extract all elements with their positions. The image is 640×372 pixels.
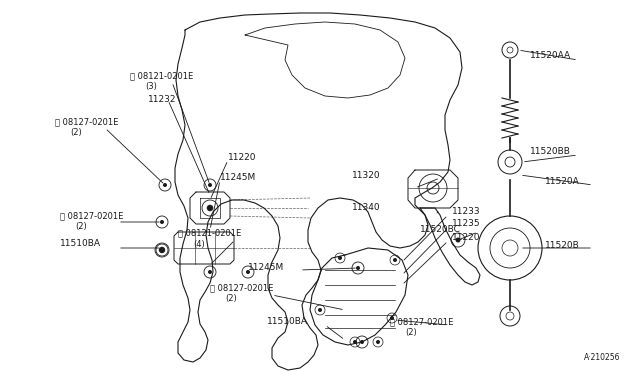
- Text: 11510BA: 11510BA: [60, 240, 101, 248]
- Text: Ⓑ 08127-0201E: Ⓑ 08127-0201E: [60, 212, 124, 221]
- Circle shape: [160, 248, 164, 252]
- Text: (2): (2): [75, 221, 87, 231]
- Circle shape: [160, 220, 164, 224]
- Text: Ⓑ 08121-0201E: Ⓑ 08121-0201E: [178, 228, 241, 237]
- Text: 11340: 11340: [352, 202, 381, 212]
- Circle shape: [356, 266, 360, 270]
- Text: (3): (3): [145, 81, 157, 90]
- Text: 11232: 11232: [148, 96, 177, 105]
- Circle shape: [163, 183, 167, 187]
- Text: Ⓑ 08127-0201E: Ⓑ 08127-0201E: [210, 283, 273, 292]
- Text: Ⓑ 08127-0201E: Ⓑ 08127-0201E: [55, 118, 118, 126]
- Text: (2): (2): [70, 128, 82, 137]
- Circle shape: [208, 183, 212, 187]
- Text: 11520AA: 11520AA: [530, 51, 571, 60]
- Circle shape: [338, 256, 342, 260]
- Circle shape: [353, 340, 357, 344]
- Circle shape: [360, 340, 364, 344]
- Text: A·210256: A·210256: [584, 353, 620, 362]
- Text: 11220: 11220: [452, 232, 481, 241]
- Text: (4): (4): [193, 240, 205, 248]
- Text: 11520BC: 11520BC: [420, 224, 461, 234]
- Text: 11520BB: 11520BB: [530, 148, 571, 157]
- Text: 11220: 11220: [228, 154, 257, 163]
- Circle shape: [318, 308, 322, 312]
- Text: (2): (2): [225, 294, 237, 302]
- Text: Ⓑ 08127-0201E: Ⓑ 08127-0201E: [390, 317, 453, 327]
- Circle shape: [456, 237, 461, 243]
- Text: 11520B: 11520B: [545, 241, 580, 250]
- Text: 11245M: 11245M: [248, 263, 284, 273]
- Text: 11233: 11233: [452, 206, 481, 215]
- Text: 11520A: 11520A: [545, 177, 580, 186]
- Circle shape: [393, 258, 397, 262]
- Circle shape: [246, 270, 250, 274]
- Circle shape: [159, 247, 164, 253]
- Circle shape: [390, 316, 394, 320]
- Text: 11510BA: 11510BA: [267, 317, 308, 327]
- Text: 11235: 11235: [452, 219, 481, 228]
- Circle shape: [376, 340, 380, 344]
- Text: 11320: 11320: [352, 170, 381, 180]
- Circle shape: [208, 270, 212, 274]
- Circle shape: [207, 205, 213, 211]
- Text: Ⓑ 08121-0201E: Ⓑ 08121-0201E: [130, 71, 193, 80]
- Text: 11245M: 11245M: [220, 173, 256, 183]
- Text: (2): (2): [405, 327, 417, 337]
